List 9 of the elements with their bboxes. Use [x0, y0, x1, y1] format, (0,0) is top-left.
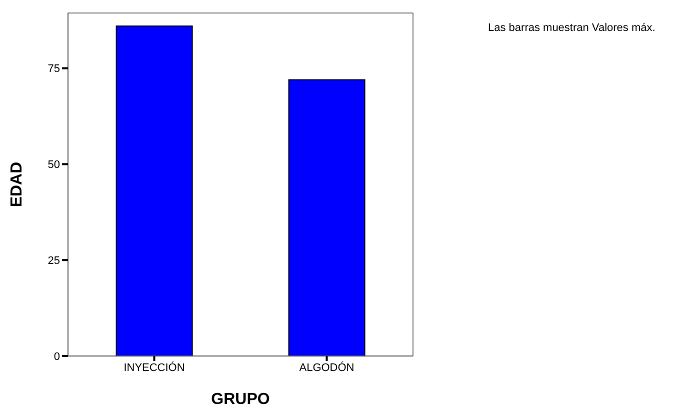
y-tick-label: 25 — [48, 254, 60, 267]
y-tick-label: 0 — [54, 350, 60, 363]
text: Las barras muestran Valores máx. — [488, 22, 656, 34]
y-axis-title: EDAD — [8, 162, 26, 208]
x-axis-title: GRUPO — [211, 391, 270, 408]
y-tick-label: 75 — [48, 63, 60, 76]
x-tick-label: INYECCIÓN — [124, 360, 185, 374]
y-tick-label: 50 — [48, 159, 60, 172]
x-tick-label: ALGODÓN — [299, 360, 354, 374]
